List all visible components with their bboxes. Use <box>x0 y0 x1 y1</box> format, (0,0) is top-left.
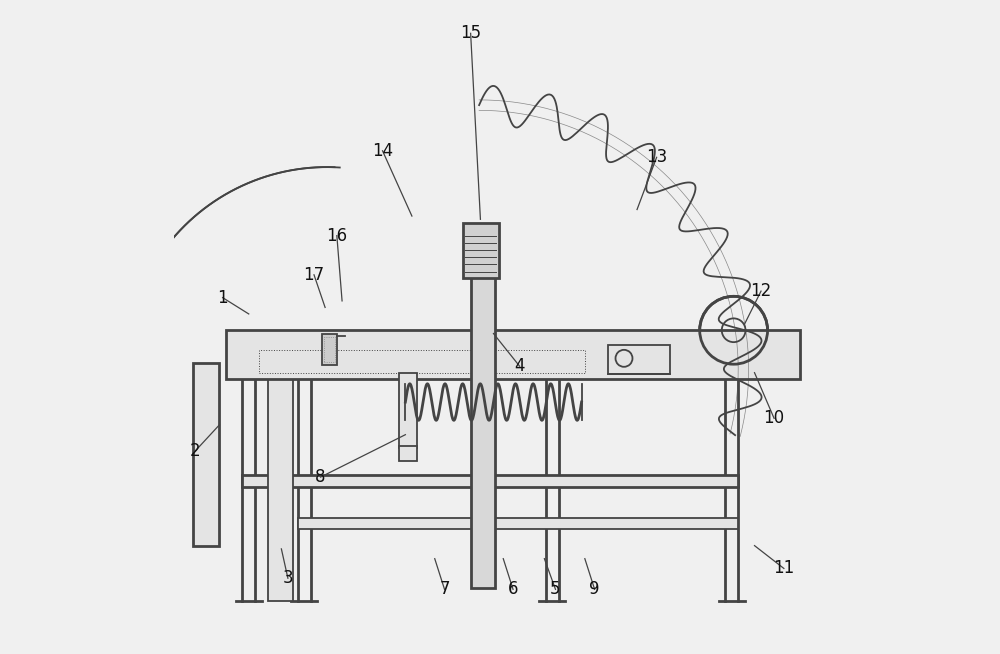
Bar <box>471 262 495 588</box>
Bar <box>324 337 335 362</box>
Text: 1: 1 <box>217 288 228 307</box>
Text: 5: 5 <box>550 580 561 598</box>
Bar <box>399 447 417 461</box>
Text: 6: 6 <box>508 580 518 598</box>
Text: 9: 9 <box>589 580 600 598</box>
Text: 12: 12 <box>750 282 772 300</box>
Text: 3: 3 <box>283 569 293 587</box>
Bar <box>226 330 800 379</box>
Text: 7: 7 <box>439 580 450 598</box>
Text: 4: 4 <box>514 357 525 375</box>
Bar <box>193 363 219 545</box>
Text: 11: 11 <box>773 559 795 577</box>
Bar <box>242 475 738 487</box>
Text: 10: 10 <box>764 409 785 427</box>
Text: 8: 8 <box>315 468 326 486</box>
Bar <box>259 350 585 373</box>
Bar <box>463 222 499 278</box>
Bar <box>608 345 670 374</box>
Bar <box>298 517 738 529</box>
Text: 16: 16 <box>326 227 347 245</box>
Bar <box>268 379 293 601</box>
Text: 17: 17 <box>303 266 325 284</box>
Text: 13: 13 <box>646 148 667 166</box>
Bar <box>399 373 417 448</box>
Text: 14: 14 <box>372 142 393 160</box>
Text: 2: 2 <box>190 442 201 460</box>
Text: 15: 15 <box>460 24 481 43</box>
Bar <box>322 334 337 365</box>
